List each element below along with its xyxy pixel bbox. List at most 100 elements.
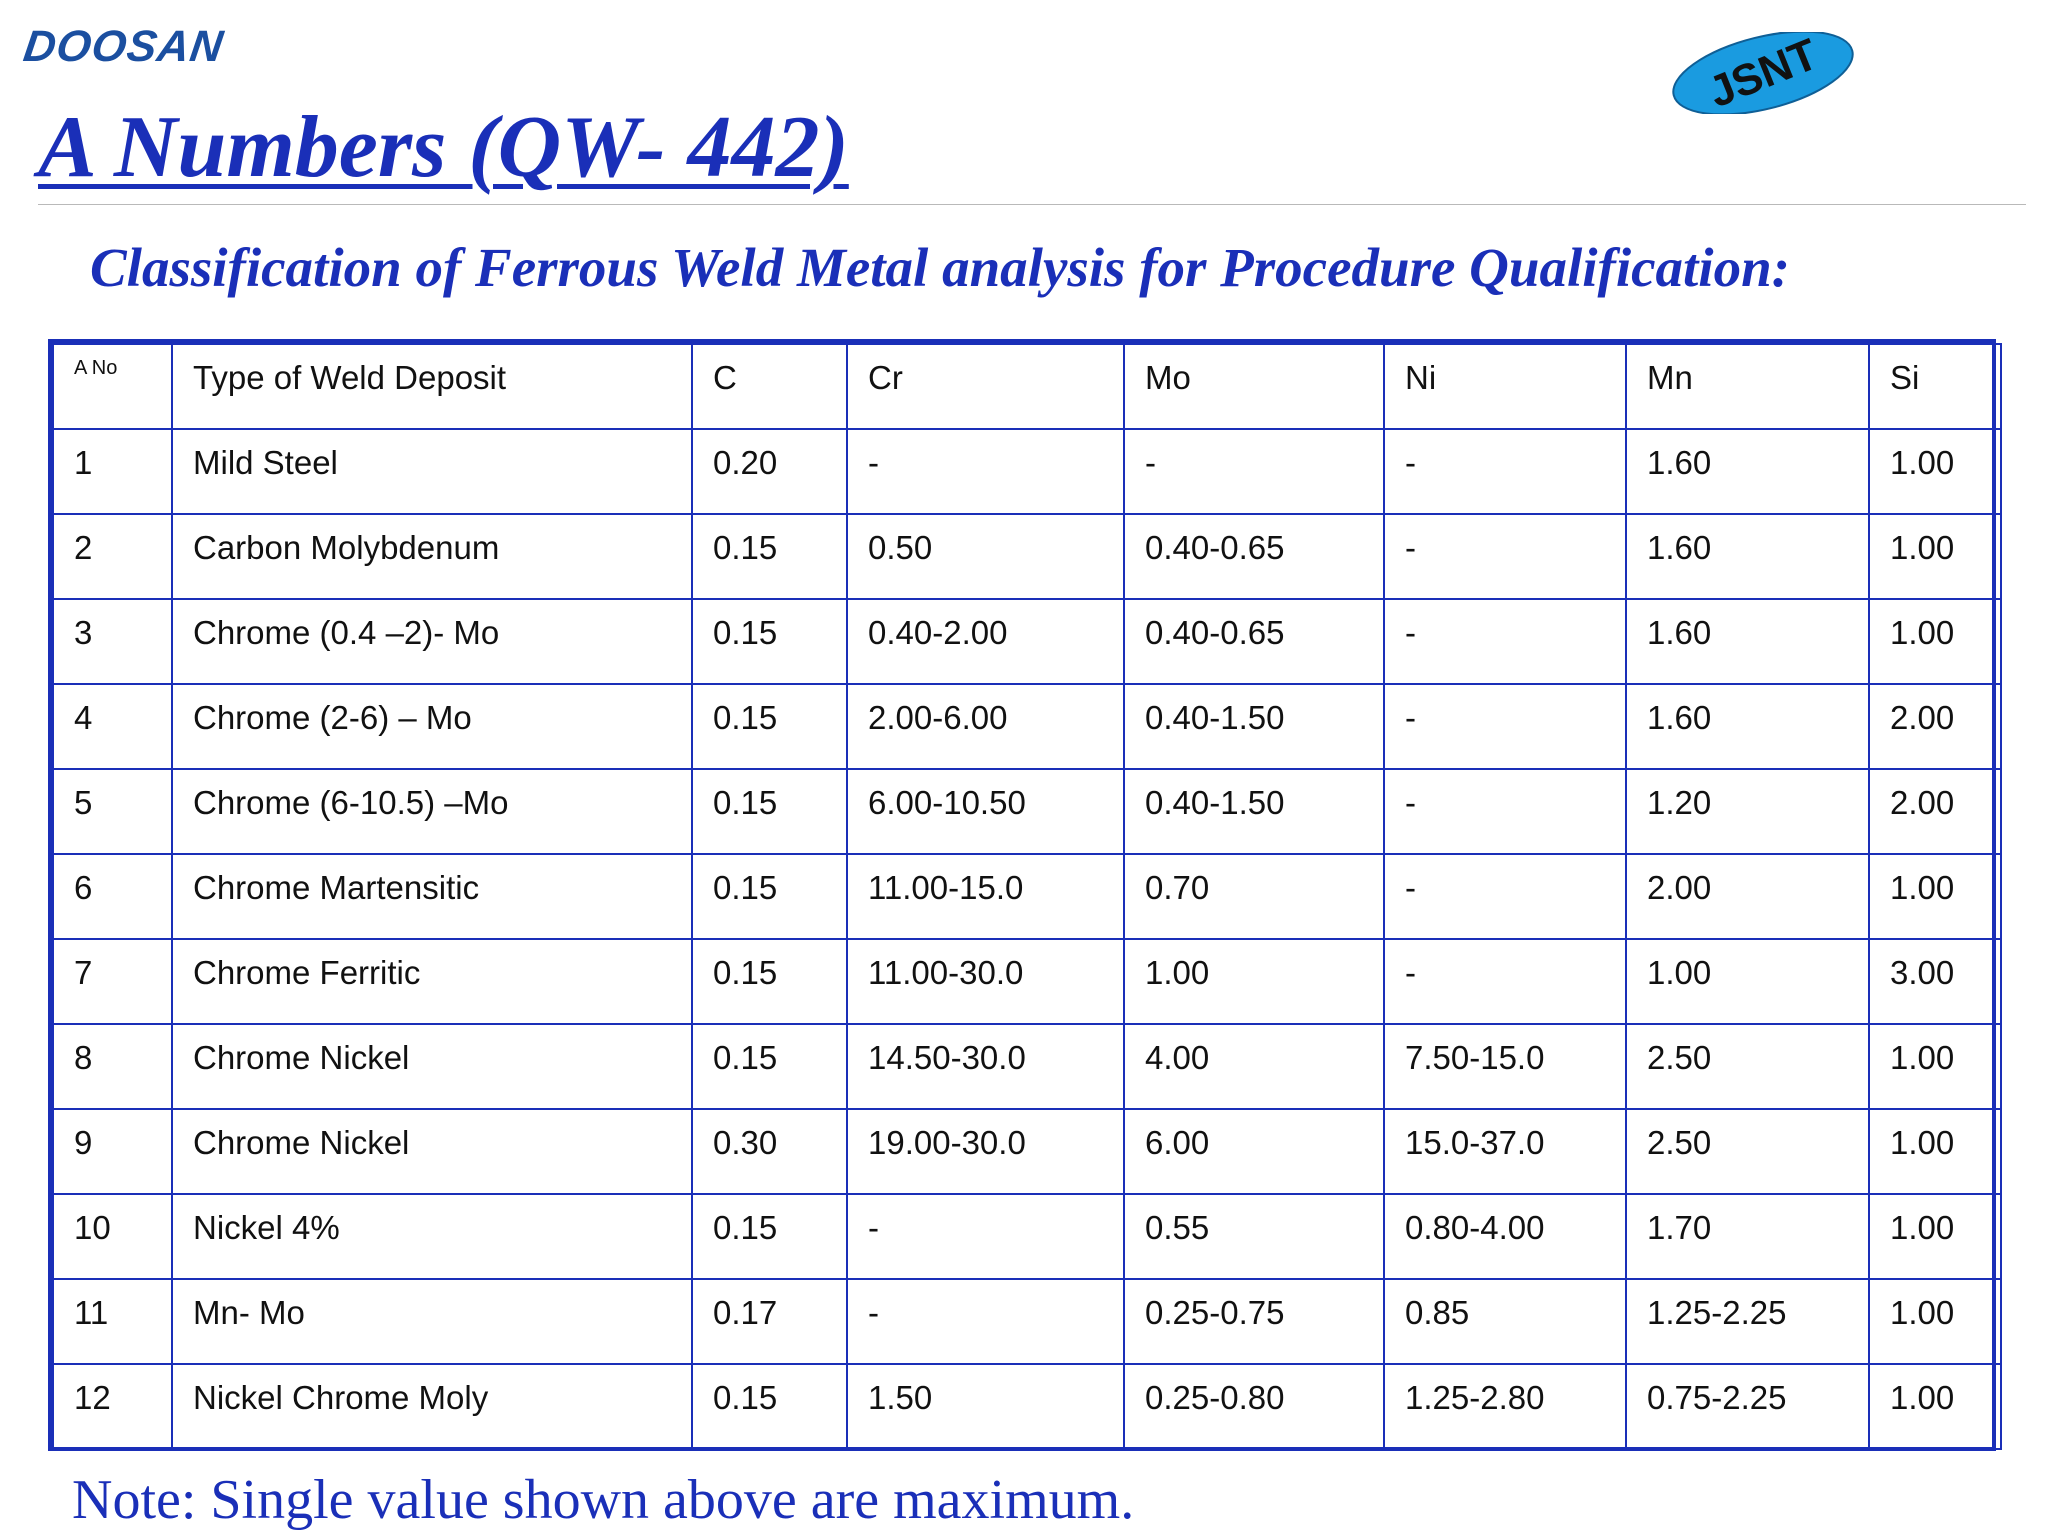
table-row: 1 Mild Steel 0.20- - -1.60 1.00 (52, 428, 2002, 515)
jsnt-badge-logo: JSNT (1672, 32, 1854, 114)
column-header-type: Type of Weld Deposit (171, 343, 693, 430)
cell-cr: 11.00-15.0 (846, 853, 1125, 940)
cell-c: 0.15 (691, 1363, 848, 1450)
column-header-mo: Mo (1123, 343, 1385, 430)
cell-mn: 2.50 (1625, 1023, 1870, 1110)
column-header-mn: Mn (1625, 343, 1870, 430)
doosan-logo: DOOSAN (20, 22, 227, 71)
cell-cr: - (846, 1278, 1125, 1365)
table-row: 9 Chrome Nickel 0.30 19.00-30.0 6.00 15.0-37.… (52, 1108, 2002, 1195)
page-title: A Numbers (QW- 442) (38, 99, 849, 196)
cell-ni: 1.25-2.80 (1383, 1363, 1627, 1450)
page-subtitle: Classification of Ferrous Weld Metal ana… (90, 237, 1790, 298)
column-header-si: Si (1868, 343, 2002, 430)
cell-cr: 6.00-10.50 (846, 768, 1125, 855)
cell-c: 0.17 (691, 1278, 848, 1365)
table-row: 8 Chrome Nickel 0.15 14.50-30.0 4.00 7.50-15.… (52, 1023, 2002, 1110)
cell-mo: 0.40-1.50 (1123, 768, 1385, 855)
cell-mn: 1.25-2.25 (1625, 1278, 1870, 1365)
cell-cr: 2.00-6.00 (846, 683, 1125, 770)
cell-mn: 1.20 (1625, 768, 1870, 855)
cell-mo: 0.40-1.50 (1123, 683, 1385, 770)
cell-mn: 1.00 (1625, 938, 1870, 1025)
cell-a-no: 5 (52, 768, 173, 855)
column-header-cr: Cr (846, 343, 1125, 430)
cell-type: Mild Steel (171, 428, 693, 515)
column-header-a-no: A No (52, 343, 173, 430)
cell-a-no: 6 (52, 853, 173, 940)
cell-type: Chrome Ferritic (171, 938, 693, 1025)
cell-ni: - (1383, 768, 1627, 855)
a-numbers-table: A No Type of Weld Deposit C Cr Mo Ni Mn … (48, 339, 2002, 1451)
table-row: 11 Mn- Mo 0.17-0.25-0.75 0.85 1.25-2.25 1.00 (52, 1278, 2002, 1365)
cell-cr: 14.50-30.0 (846, 1023, 1125, 1110)
cell-mo: 0.55 (1123, 1193, 1385, 1280)
cell-type: Chrome (6-10.5) –Mo (171, 768, 693, 855)
cell-mo: 0.25-0.75 (1123, 1278, 1385, 1365)
cell-si: 1.00 (1868, 598, 2002, 685)
cell-cr: - (846, 1193, 1125, 1280)
cell-type: Chrome Nickel (171, 1023, 693, 1110)
cell-c: 0.15 (691, 1193, 848, 1280)
cell-mo: 1.00 (1123, 938, 1385, 1025)
cell-mn: 1.60 (1625, 598, 1870, 685)
cell-c: 0.15 (691, 513, 848, 600)
cell-mo: 0.40-0.65 (1123, 598, 1385, 685)
cell-si: 3.00 (1868, 938, 2002, 1025)
cell-cr: 1.50 (846, 1363, 1125, 1450)
cell-cr: 11.00-30.0 (846, 938, 1125, 1025)
table-row: 7 Chrome Ferritic 0.15 11.00-30.0 1.00-1.00 3… (52, 938, 2002, 1025)
table-row: 4 Chrome (2-6) – Mo 0.15 2.00-6.00 0.40-1.50… (52, 683, 2002, 770)
table-row: 5 Chrome (6-10.5) –Mo 0.15 6.00-10.50 0.40-1… (52, 768, 2002, 855)
cell-si: 2.00 (1868, 768, 2002, 855)
cell-mn: 0.75-2.25 (1625, 1363, 1870, 1450)
cell-mn: 2.00 (1625, 853, 1870, 940)
cell-cr: 0.40-2.00 (846, 598, 1125, 685)
cell-type: Nickel Chrome Moly (171, 1363, 693, 1450)
cell-ni: 0.80-4.00 (1383, 1193, 1627, 1280)
cell-c: 0.30 (691, 1108, 848, 1195)
cell-c: 0.15 (691, 853, 848, 940)
cell-a-no: 4 (52, 683, 173, 770)
cell-si: 1.00 (1868, 1193, 2002, 1280)
cell-a-no: 3 (52, 598, 173, 685)
cell-a-no: 10 (52, 1193, 173, 1280)
cell-mn: 1.60 (1625, 513, 1870, 600)
cell-a-no: 2 (52, 513, 173, 600)
cell-ni: 15.0-37.0 (1383, 1108, 1627, 1195)
table-row: 10 Nickel 4% 0.15-0.55 0.80-4.00 1.70 1.00 (52, 1193, 2002, 1280)
cell-mn: 1.60 (1625, 683, 1870, 770)
cell-ni: - (1383, 513, 1627, 600)
cell-si: 1.00 (1868, 1023, 2002, 1110)
cell-a-no: 12 (52, 1363, 173, 1450)
title-divider (38, 204, 2026, 205)
cell-ni: - (1383, 428, 1627, 515)
cell-a-no: 9 (52, 1108, 173, 1195)
cell-mo: 0.70 (1123, 853, 1385, 940)
cell-type: Carbon Molybdenum (171, 513, 693, 600)
cell-type: Mn- Mo (171, 1278, 693, 1365)
table-row: 6 Chrome Martensitic 0.15 11.00-15.0 0.70-2.… (52, 853, 2002, 940)
cell-ni: - (1383, 683, 1627, 770)
table: A No Type of Weld Deposit C Cr Mo Ni Mn … (52, 343, 2002, 1450)
cell-type: Chrome (2-6) – Mo (171, 683, 693, 770)
cell-type: Chrome Martensitic (171, 853, 693, 940)
table-row: 3 Chrome (0.4 –2)- Mo 0.15 0.40-2.00 0.40-0.… (52, 598, 2002, 685)
cell-c: 0.15 (691, 768, 848, 855)
cell-mo: 6.00 (1123, 1108, 1385, 1195)
table-row: 2 Carbon Molybdenum 0.15 0.50 0.40-0.65-1.60… (52, 513, 2002, 600)
cell-type: Chrome (0.4 –2)- Mo (171, 598, 693, 685)
cell-cr: 19.00-30.0 (846, 1108, 1125, 1195)
cell-si: 1.00 (1868, 513, 2002, 600)
cell-si: 1.00 (1868, 1363, 2002, 1450)
cell-cr: - (846, 428, 1125, 515)
cell-si: 1.00 (1868, 1108, 2002, 1195)
cell-type: Nickel 4% (171, 1193, 693, 1280)
cell-mn: 1.60 (1625, 428, 1870, 515)
cell-si: 1.00 (1868, 853, 2002, 940)
cell-mo: - (1123, 428, 1385, 515)
table-row: 12 Nickel Chrome Moly 0.15 1.50 0.25-0.80 1.2… (52, 1363, 2002, 1450)
cell-cr: 0.50 (846, 513, 1125, 600)
cell-a-no: 7 (52, 938, 173, 1025)
cell-ni: - (1383, 853, 1627, 940)
